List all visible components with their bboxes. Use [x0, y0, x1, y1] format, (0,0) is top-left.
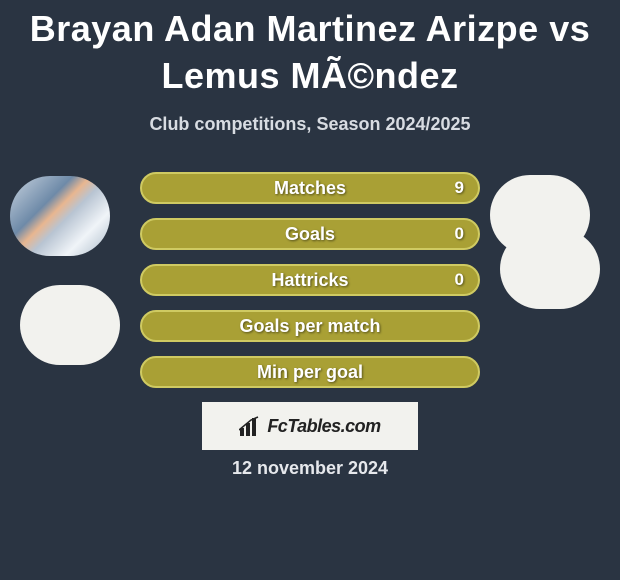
- stat-bars: Matches 9 Goals 0 Hattricks 0 Goals per …: [140, 172, 480, 402]
- page-title: Brayan Adan Martinez Arizpe vs Lemus MÃ©…: [0, 0, 620, 100]
- source-logo-box: FcTables.com: [202, 402, 418, 450]
- placeholder-pill-3: [20, 285, 120, 365]
- date-text: 12 november 2024: [0, 458, 620, 479]
- stat-value: 0: [455, 266, 464, 294]
- source-logo-text: FcTables.com: [267, 416, 380, 437]
- stat-value: 0: [455, 220, 464, 248]
- placeholder-pill-2: [500, 229, 600, 309]
- stat-label: Goals: [142, 220, 478, 248]
- player-avatar-left: [10, 176, 110, 256]
- stat-bar-hattricks: Hattricks 0: [140, 264, 480, 296]
- stat-label: Min per goal: [142, 358, 478, 386]
- stat-label: Hattricks: [142, 266, 478, 294]
- stat-bar-mpg: Min per goal: [140, 356, 480, 388]
- stat-bar-gpm: Goals per match: [140, 310, 480, 342]
- stat-label: Matches: [142, 174, 478, 202]
- subtitle: Club competitions, Season 2024/2025: [0, 114, 620, 135]
- stat-label: Goals per match: [142, 312, 478, 340]
- stat-value: 9: [455, 174, 464, 202]
- stat-bar-matches: Matches 9: [140, 172, 480, 204]
- bar-chart-icon: [239, 416, 261, 436]
- stat-bar-goals: Goals 0: [140, 218, 480, 250]
